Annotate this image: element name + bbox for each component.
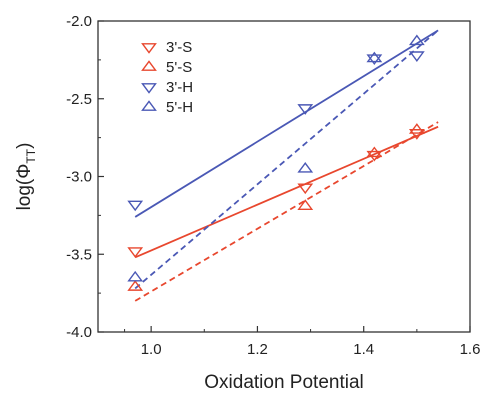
y-axis-label: log(ΦTT) (14, 143, 38, 211)
data-point (297, 161, 314, 173)
x-tick-label: 1.0 (141, 341, 162, 358)
legend-label: 5'-S (166, 59, 192, 76)
x-axis-ticks: 1.0 1.2 1.4 1.6 (124, 326, 481, 358)
data-point (127, 280, 144, 291)
data-point (127, 270, 144, 282)
fit-line (134, 29, 439, 290)
data-point (408, 129, 425, 140)
legend-marker (141, 43, 157, 54)
x-tick-label: 1.6 (460, 341, 481, 358)
data-point (408, 123, 425, 134)
data-point (408, 51, 425, 62)
legend-marker (141, 60, 157, 71)
y-tick-label: -4.0 (66, 324, 92, 341)
data-point (297, 199, 314, 210)
data-point (297, 183, 314, 195)
data-point (366, 51, 383, 63)
x-tick-label: 1.2 (247, 341, 268, 358)
y-axis-label-subscript: TT (24, 148, 38, 163)
legend-label: 3'-S (166, 39, 192, 56)
y-tick-label: -3.0 (66, 169, 92, 186)
data-point (366, 54, 383, 66)
fit-line (134, 121, 439, 302)
y-tick-label: -2.5 (66, 91, 92, 108)
fit-line (134, 29, 439, 218)
legend: 3'-S 5'-S 3'-H 5'-H (141, 39, 193, 116)
data-point (408, 34, 425, 46)
legend-label: 3'-H (166, 79, 193, 96)
data-point (366, 146, 383, 158)
fit-line (134, 125, 439, 259)
fit-lines (134, 29, 439, 302)
x-tick-label: 1.4 (353, 341, 374, 358)
legend-marker (141, 100, 157, 111)
data-markers (127, 34, 425, 291)
y-tick-label: -3.5 (66, 246, 92, 263)
y-axis-label-main: log(Φ (14, 164, 35, 211)
data-point (127, 247, 144, 258)
x-axis-label: Oxidation Potential (204, 372, 364, 393)
data-point (297, 104, 314, 115)
y-axis-label-close: ) (14, 143, 35, 149)
data-point (127, 200, 144, 212)
y-axis-ticks: -4.0 -3.5 -3.0 -2.5 -2.0 (66, 13, 104, 341)
y-tick-label: -2.0 (66, 13, 92, 30)
legend-marker (141, 83, 157, 94)
legend-label: 5'-H (166, 99, 193, 116)
